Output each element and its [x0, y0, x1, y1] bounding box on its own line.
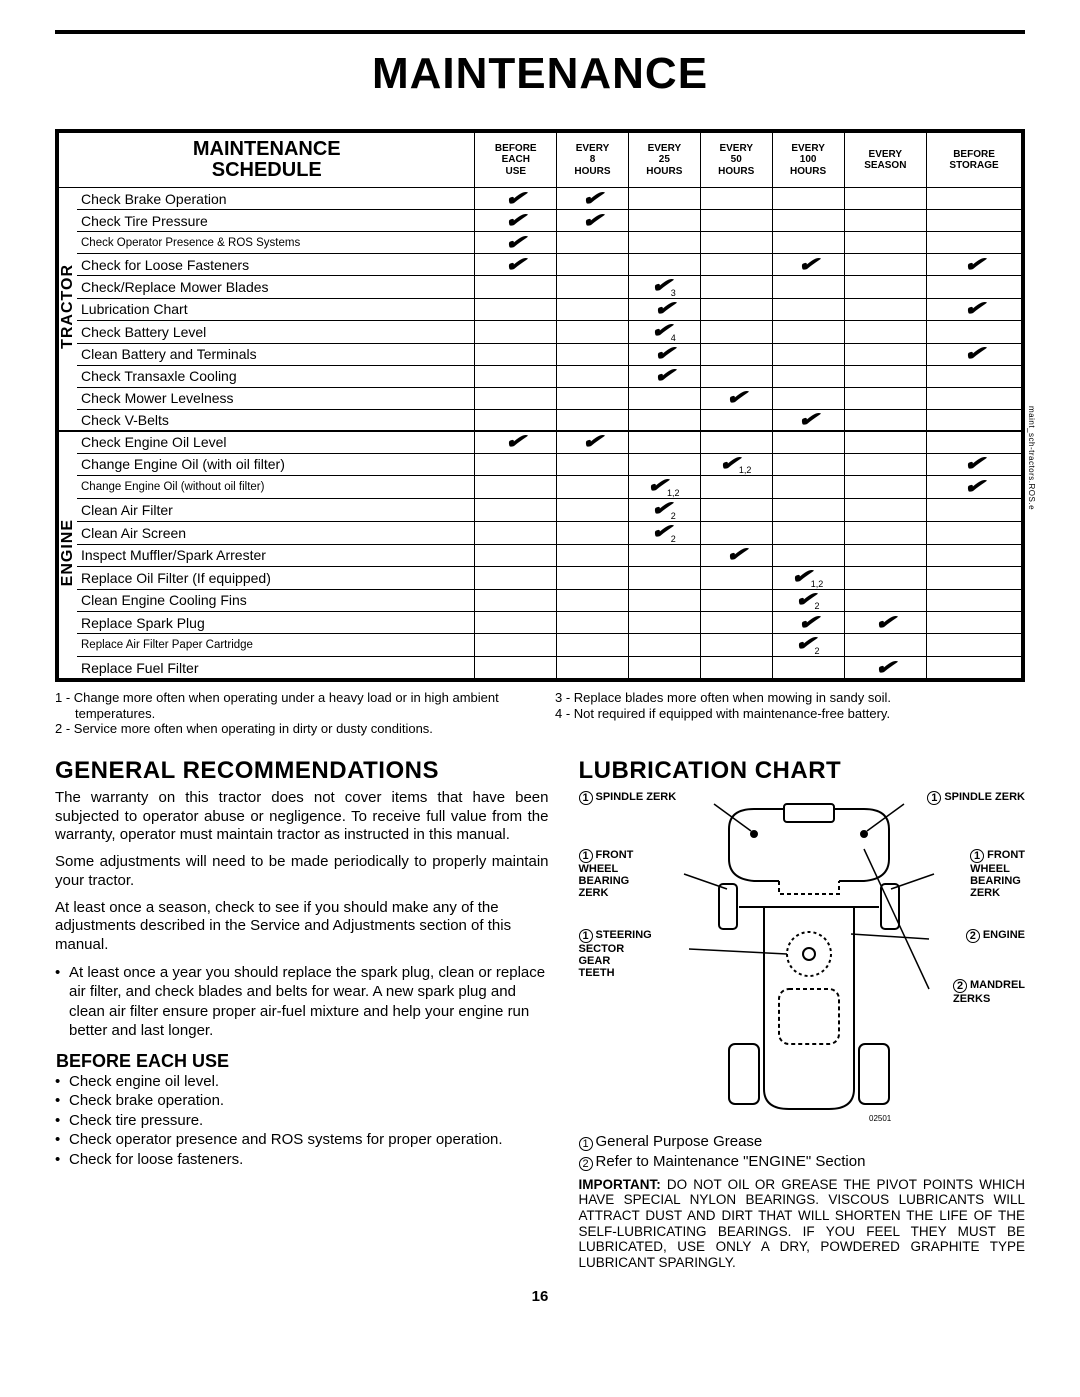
legend-1: General Purpose Grease: [596, 1133, 763, 1150]
side-note: maint_sch-tractors.ROS.e: [1027, 406, 1036, 510]
general-p2: Some adjustments will need to be made pe…: [55, 853, 549, 891]
top-rule: [55, 30, 1025, 34]
lube-legend: 1General Purpose Grease 2Refer to Mainte…: [579, 1133, 1026, 1171]
lubrication-diagram: 02501 1SPINDLE ZERK 1SPINDLE ZERK 1FRONT…: [579, 789, 1026, 1129]
before-item: Check brake operation.: [69, 1091, 549, 1111]
before-item: Check tire pressure.: [69, 1111, 549, 1131]
footnotes: 1 - Change more often when operating und…: [55, 690, 1025, 737]
lubrication-heading: Lubrication Chart: [579, 757, 1026, 785]
before-each-use-list: Check engine oil level.Check brake opera…: [55, 1072, 549, 1170]
legend-2: Refer to Maintenance "ENGINE" Section: [596, 1153, 866, 1170]
general-p1: The warranty on this tractor does not co…: [55, 789, 549, 845]
lube-important: IMPORTANT: DO NOT OIL OR GREASE THE PIVO…: [579, 1177, 1026, 1270]
before-heading: Before Each Use: [56, 1051, 549, 1072]
before-item: Check operator presence and ROS systems …: [69, 1130, 549, 1150]
page-title: Maintenance: [55, 49, 1025, 99]
lube-spindle-l: SPINDLE ZERK: [596, 791, 677, 803]
general-bullet: At least once a year you should replace …: [69, 963, 549, 1041]
general-heading: General Recommendations: [55, 757, 549, 785]
lube-spindle-r: SPINDLE ZERK: [944, 791, 1025, 803]
before-item: Check for loose fasteners.: [69, 1150, 549, 1170]
before-item: Check engine oil level.: [69, 1072, 549, 1092]
svg-text:02501: 02501: [869, 1114, 892, 1123]
lube-engine: ENGINE: [983, 929, 1025, 941]
general-p3: At least once a season, check to see if …: [55, 899, 549, 955]
maintenance-schedule-table: maint_sch-tractors.ROS.e MaintenanceSche…: [55, 129, 1025, 682]
page-number: 16: [55, 1288, 1025, 1305]
